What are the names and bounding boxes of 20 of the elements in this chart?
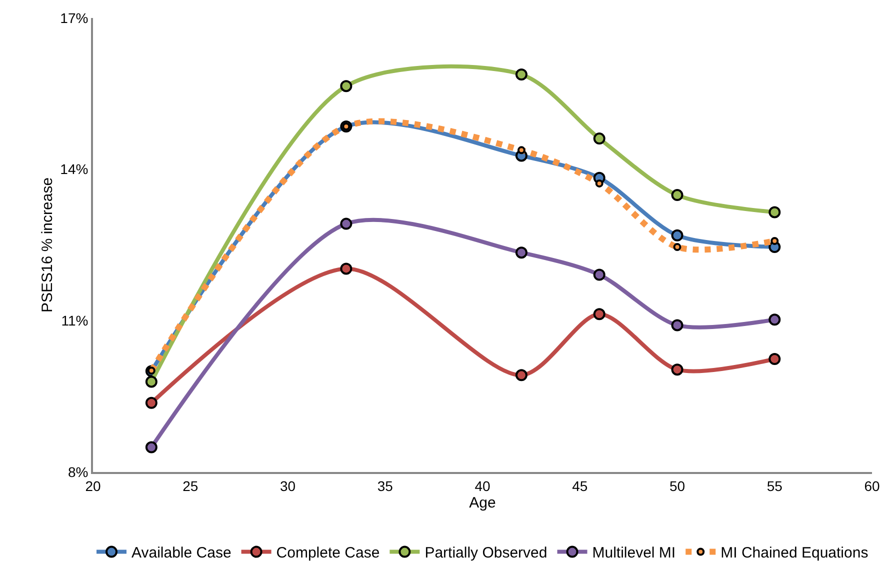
x-tick-label: 45 [572, 478, 588, 494]
y-tick-label: 8% [68, 464, 88, 480]
x-axis-title: Age [469, 494, 496, 512]
x-tick-label: 60 [864, 478, 880, 494]
legend-label: Multilevel MI [592, 544, 676, 562]
legend-label: Available Case [132, 544, 232, 562]
x-tick-label: 50 [669, 478, 686, 494]
y-tick-label: 17% [60, 10, 88, 26]
x-tick-label: 25 [182, 478, 198, 494]
legend-label: Complete Case [276, 544, 380, 562]
x-tick-label: 40 [474, 478, 490, 494]
x-tick-label: 30 [280, 478, 296, 494]
legend-label: MI Chained Equations [720, 544, 868, 562]
x-tick-label: 35 [377, 478, 394, 494]
legend-label: Partially Observed [424, 544, 548, 562]
y-tick-label: 14% [60, 161, 88, 178]
y-axis-title: PSES16 % increase [39, 177, 56, 313]
x-tick-label: 20 [85, 478, 101, 494]
y-tick-label: 11% [61, 312, 88, 329]
x-tick-label: 55 [766, 478, 783, 494]
